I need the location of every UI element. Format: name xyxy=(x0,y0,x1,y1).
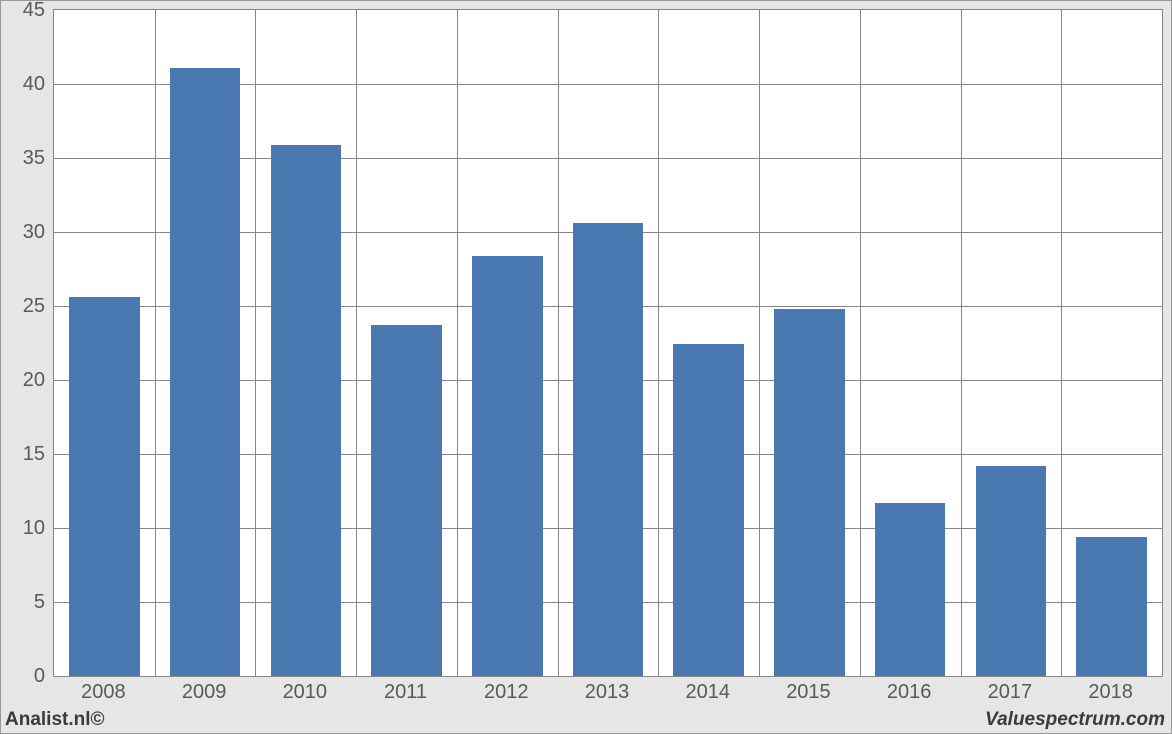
y-tick-label: 40 xyxy=(1,73,45,96)
bar xyxy=(673,344,744,676)
x-tick-label: 2018 xyxy=(1060,681,1161,704)
gridline-vertical xyxy=(1061,10,1062,676)
x-tick-label: 2012 xyxy=(456,681,557,704)
bar xyxy=(774,309,845,676)
bar xyxy=(472,256,543,676)
x-tick-label: 2014 xyxy=(657,681,758,704)
gridline-vertical xyxy=(457,10,458,676)
gridline-vertical xyxy=(961,10,962,676)
x-tick-label: 2016 xyxy=(859,681,960,704)
bar xyxy=(976,466,1047,676)
y-tick-label: 5 xyxy=(1,591,45,614)
y-tick-label: 35 xyxy=(1,147,45,170)
bar xyxy=(170,68,241,676)
bar xyxy=(875,503,946,676)
gridline-vertical xyxy=(356,10,357,676)
footer-left-credit: Analist.nl© xyxy=(5,709,105,731)
x-tick-label: 2008 xyxy=(53,681,154,704)
bar xyxy=(69,297,140,676)
x-tick-label: 2017 xyxy=(960,681,1061,704)
gridline-vertical xyxy=(658,10,659,676)
gridline-vertical xyxy=(155,10,156,676)
x-tick-label: 2010 xyxy=(254,681,355,704)
gridline-vertical xyxy=(860,10,861,676)
gridline-vertical xyxy=(558,10,559,676)
bar xyxy=(573,223,644,676)
y-tick-label: 25 xyxy=(1,295,45,318)
y-tick-label: 45 xyxy=(1,0,45,22)
gridline-vertical xyxy=(759,10,760,676)
chart-outer-frame: 051015202530354045 200820092010201120122… xyxy=(0,0,1172,734)
x-tick-label: 2013 xyxy=(557,681,658,704)
bar xyxy=(371,325,442,676)
x-tick-label: 2009 xyxy=(154,681,255,704)
x-tick-label: 2011 xyxy=(355,681,456,704)
gridline-vertical xyxy=(255,10,256,676)
y-tick-label: 15 xyxy=(1,443,45,466)
footer-right-credit: Valuespectrum.com xyxy=(985,709,1165,731)
plot-area xyxy=(53,9,1163,677)
y-tick-label: 0 xyxy=(1,665,45,688)
bar xyxy=(1076,537,1147,676)
x-tick-label: 2015 xyxy=(758,681,859,704)
bar xyxy=(271,145,342,676)
y-tick-label: 30 xyxy=(1,221,45,244)
y-tick-label: 10 xyxy=(1,517,45,540)
y-tick-label: 20 xyxy=(1,369,45,392)
